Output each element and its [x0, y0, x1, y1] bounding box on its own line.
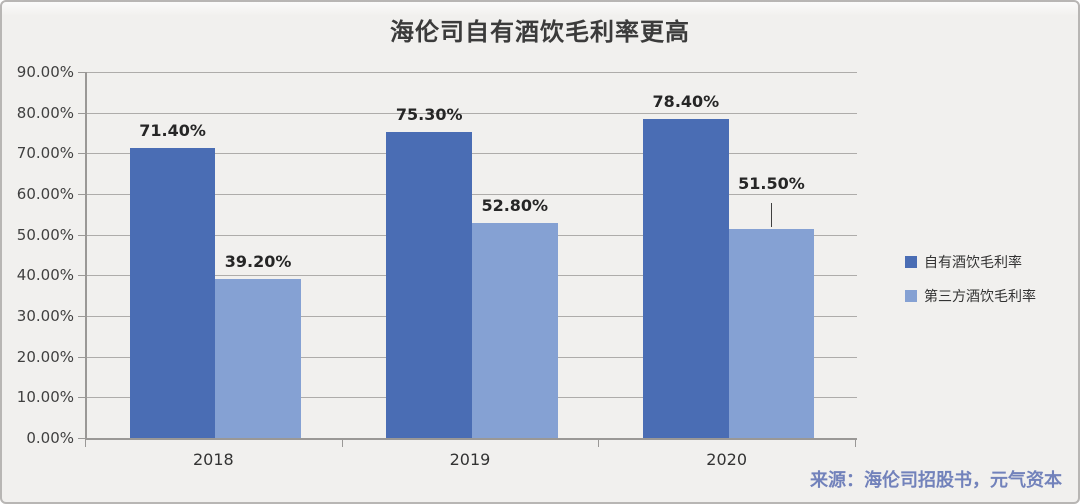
y-axis-tick-label: 30.00%	[16, 307, 74, 325]
legend-swatch-icon	[905, 290, 917, 302]
x-axis-category-label: 2018	[192, 450, 234, 469]
y-axis-tick-label: 20.00%	[16, 347, 74, 366]
plot-area: 71.40% 39.20% 75.30% 52.80% 78.40% 51.50%	[85, 72, 857, 440]
y-axis-tick-label: 70.00%	[16, 144, 74, 163]
x-axis-category-label: 2020	[706, 450, 748, 469]
y-axis-tick-mark	[78, 316, 85, 317]
y-axis-tick-mark	[78, 112, 85, 114]
x-axis-tick-mark	[85, 440, 86, 447]
legend-item-series2: 第三方酒饮毛利率	[905, 286, 1036, 306]
bar-2019-series2	[472, 223, 558, 438]
legend-label: 自有酒饮毛利率	[924, 255, 1022, 271]
y-axis-tick-mark	[78, 234, 85, 236]
y-axis-tick-label: 80.00%	[16, 103, 74, 122]
y-axis-tick-mark	[78, 438, 85, 439]
x-axis-category-label: 2019	[449, 450, 491, 469]
bar-data-label: 71.40%	[139, 120, 206, 140]
y-axis-tick-label: 40.00%	[16, 266, 74, 285]
gridline	[87, 153, 857, 155]
y-axis-tick-mark	[78, 153, 85, 155]
legend-swatch-icon	[905, 256, 917, 268]
bar-2018-series1	[129, 147, 216, 438]
gridline	[87, 72, 857, 73]
y-axis-tick-label: 50.00%	[16, 225, 74, 244]
y-axis-tick-mark	[78, 397, 85, 399]
chart-title: 海伦司自有酒饮毛利率更高	[390, 18, 690, 46]
x-axis-tick-mark	[855, 440, 856, 447]
bar-2018-series2	[215, 278, 301, 438]
bar-data-label: 39.20%	[224, 251, 292, 271]
bar-data-label: 78.40%	[652, 92, 720, 112]
x-axis-tick-mark	[598, 440, 600, 447]
gridline	[87, 194, 857, 195]
y-axis-tick-label: 10.00%	[16, 388, 74, 407]
y-axis-tick-mark	[78, 194, 85, 195]
bar-2020-series1	[643, 119, 729, 438]
y-axis-tick-label: 0.00%	[26, 429, 74, 447]
x-axis-tick-mark	[341, 440, 343, 447]
bar-2019-series1	[386, 131, 472, 438]
bar-2020-series2	[728, 228, 815, 438]
label-leader-line	[771, 202, 773, 227]
legend-label: 第三方酒饮毛利率	[924, 289, 1036, 305]
y-axis-tick-mark	[78, 356, 85, 358]
bar-data-label: 75.30%	[395, 104, 463, 124]
bar-data-label: 51.50%	[738, 173, 805, 193]
y-axis-tick-label: 90.00%	[16, 63, 74, 81]
source-credit: 来源：海伦司招股书，元气资本	[810, 470, 1062, 491]
y-axis-tick-mark	[78, 275, 85, 277]
gridline	[87, 112, 857, 114]
legend-item-series1: 自有酒饮毛利率	[905, 252, 1036, 272]
legend: 自有酒饮毛利率 第三方酒饮毛利率	[905, 252, 1036, 320]
y-axis-tick-label: 60.00%	[16, 185, 74, 203]
y-axis-tick-mark	[78, 72, 85, 73]
bar-data-label: 52.80%	[481, 196, 549, 216]
